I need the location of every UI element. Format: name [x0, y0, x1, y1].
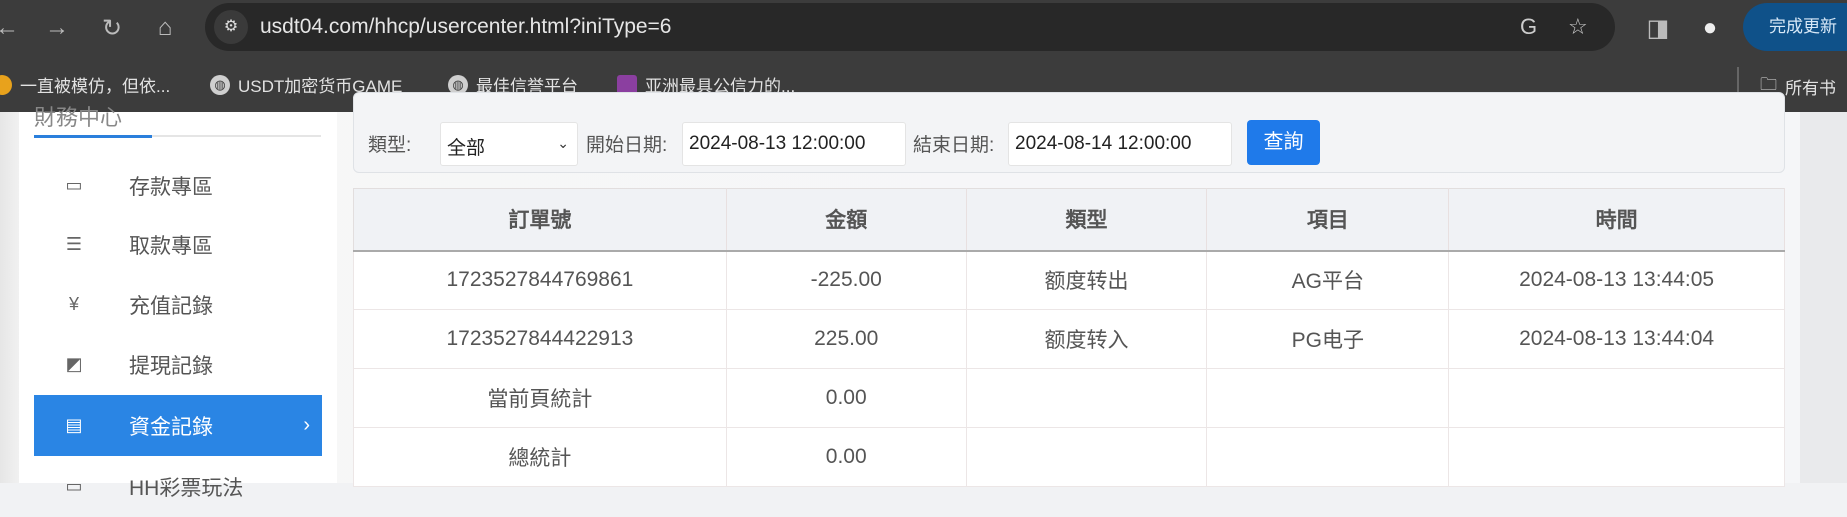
col-order-no[interactable]: 訂單號 — [353, 188, 727, 252]
col-amount[interactable]: 金額 — [726, 188, 967, 252]
sidebar-item-recharge-records[interactable]: ¥ 充值記錄 — [34, 274, 322, 335]
cell-empty — [1448, 427, 1785, 487]
bookmark[interactable]: 一直被模仿，但依... — [0, 72, 170, 97]
end-date-label: 結束日期: — [913, 135, 995, 156]
cell-amount: 225.00 — [725, 309, 967, 369]
cell-label: 當前頁統計 — [353, 368, 727, 428]
sidebar-item-label: 資金記錄 — [129, 415, 213, 439]
divider — [1737, 67, 1739, 95]
flower-icon — [617, 74, 637, 95]
col-type[interactable]: 類型 — [966, 188, 1208, 252]
query-button[interactable]: 查詢 — [1247, 120, 1320, 165]
translate-icon[interactable]: G — [1520, 14, 1538, 39]
cell-amount: 0.00 — [725, 427, 967, 487]
home-icon[interactable]: ⌂ — [157, 14, 173, 41]
sidebar-item-withdraw-records[interactable]: ◩ 提現記錄 — [34, 334, 322, 395]
col-time[interactable]: 時間 — [1448, 188, 1785, 252]
cell-time: 2024-08-13 13:44:04 — [1448, 309, 1785, 369]
table-row: 1723527844769861 -225.00 额度转出 AG平台 2024-… — [353, 250, 1785, 310]
all-bookmarks-label: 所有书 — [1785, 79, 1836, 98]
fund-records-table: 訂單號 金額 類型 項目 時間 1723527844769861 -225.00… — [353, 188, 1785, 487]
bookmark[interactable]: ◍ USDT加密货币GAME — [210, 72, 402, 97]
table-header: 訂單號 金額 類型 項目 時間 — [353, 188, 1785, 252]
sidebar-item-label: 提現記錄 — [129, 354, 213, 378]
sidebar-item-deposit[interactable]: ▭ 存款專區 — [34, 155, 322, 216]
address-bar[interactable]: ⚙ usdt04.com/hhcp/usercenter.html?iniTyp… — [205, 3, 1615, 51]
sidebar-item-label: 充值記錄 — [129, 294, 213, 318]
table-row: 1723527844422913 225.00 额度转入 PG电子 2024-0… — [353, 309, 1785, 369]
sidebar-item-withdraw[interactable]: ☰ 取款專區 — [34, 214, 322, 275]
money-bag-icon: ¥ — [68, 294, 79, 314]
cell-order-no: 1723527844422913 — [353, 309, 727, 369]
title-underline — [34, 135, 321, 138]
type-label: 類型: — [368, 135, 412, 156]
chevron-down-icon: ⌄ — [557, 135, 569, 151]
cell-empty — [965, 427, 1208, 487]
filter-panel: 類型: 全部 ⌄ 開始日期: 2024-08-13 12:00:00 結束日期: … — [353, 92, 1785, 173]
sidebar-item-label: HH彩票玩法 — [129, 476, 244, 500]
bookmark-label: 最佳信誉平台 — [476, 77, 578, 96]
url-text[interactable]: usdt04.com/hhcp/usercenter.html?iniType=… — [260, 15, 672, 38]
forward-icon[interactable]: → — [45, 14, 69, 41]
cell-amount: -225.00 — [725, 250, 967, 310]
card-icon: ▭ — [65, 175, 83, 195]
browser-toolbar: ← → ↻ ⌂ ⚙ usdt04.com/hhcp/usercenter.htm… — [0, 0, 1847, 57]
grand-total-row: 總統計 0.00 — [353, 427, 1785, 487]
reload-icon[interactable]: ↻ — [101, 15, 123, 42]
cell-item: AG平台 — [1206, 250, 1450, 310]
sidebar: 財務中心 ▭ 存款專區 ☰ 取款專區 ¥ 充值記錄 ◩ 提現記錄 ▤ 資金記錄 › ▭ HH彩… — [19, 105, 337, 500]
smiley-icon — [0, 74, 12, 95]
cell-time: 2024-08-13 13:44:05 — [1448, 250, 1785, 310]
scrollbar[interactable] — [1800, 112, 1847, 483]
start-date-input[interactable]: 2024-08-13 12:00:00 — [682, 122, 906, 166]
cell-amount: 0.00 — [725, 368, 967, 428]
cell-type: 额度转入 — [965, 309, 1208, 369]
col-item[interactable]: 項目 — [1206, 188, 1450, 252]
sidebar-title: 財務中心 — [34, 105, 123, 130]
cell-item: PG电子 — [1206, 309, 1450, 369]
cell-empty — [965, 368, 1208, 428]
bookmark[interactable]: ◍ 最佳信誉平台 — [448, 72, 578, 97]
profile-icon[interactable]: ● — [1702, 14, 1718, 41]
all-bookmarks[interactable]: 🗀 所有书 — [1760, 72, 1836, 101]
globe-icon: ◍ — [448, 74, 468, 95]
page: 財務中心 ▭ 存款專區 ☰ 取款專區 ¥ 充值記錄 ◩ 提現記錄 ▤ 資金記錄 › ▭ HH彩… — [0, 92, 1847, 500]
bookmark-label: 一直被模仿，但依... — [20, 77, 171, 96]
wallet-icon: ◩ — [65, 354, 83, 374]
sidebar-item-lottery-rules[interactable]: ▭ HH彩票玩法 — [34, 456, 322, 517]
type-select[interactable]: 全部 ⌄ — [440, 122, 578, 166]
chevron-right-icon: › — [303, 414, 310, 436]
cell-empty — [1206, 427, 1450, 487]
page-total-row: 當前頁統計 0.00 — [353, 368, 1785, 428]
side-panel-icon[interactable]: ◨ — [1646, 15, 1670, 42]
star-icon[interactable]: ☆ — [1568, 14, 1588, 39]
update-button[interactable]: 完成更新 — [1743, 3, 1847, 51]
cell-type: 额度转出 — [965, 250, 1208, 310]
site-settings-icon[interactable]: ⚙ — [214, 10, 248, 44]
sidebar-item-label: 存款專區 — [129, 175, 213, 199]
start-date-label: 開始日期: — [586, 135, 668, 156]
bookmark-label: USDT加密货币GAME — [238, 77, 403, 96]
folder-icon: 🗀 — [1760, 75, 1777, 94]
bookmark-label: 亚洲最具公信力的... — [645, 77, 796, 96]
sidebar-item-fund-records[interactable]: ▤ 資金記錄 › — [34, 395, 322, 456]
cell-order-no: 1723527844769861 — [353, 250, 727, 310]
hand-money-icon: ☰ — [65, 234, 83, 254]
cell-empty — [1206, 368, 1450, 428]
cell-label: 總統計 — [353, 427, 727, 487]
sidebar-item-label: 取款專區 — [129, 234, 213, 258]
bookmark[interactable]: 亚洲最具公信力的... — [617, 72, 795, 97]
globe-icon: ◍ — [210, 74, 230, 95]
ticket-icon: ▭ — [65, 476, 83, 496]
end-date-input[interactable]: 2024-08-14 12:00:00 — [1008, 122, 1232, 166]
back-icon[interactable]: ← — [0, 14, 19, 41]
type-select-value: 全部 — [447, 138, 486, 159]
cash-icon: ▤ — [65, 415, 83, 435]
cell-empty — [1448, 368, 1785, 428]
